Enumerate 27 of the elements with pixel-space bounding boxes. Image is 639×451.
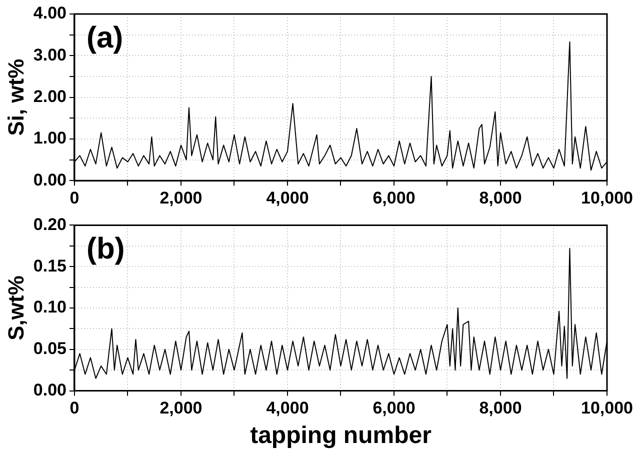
x-tick-label: 10,000 [581,398,633,418]
x-tick-label: 8,000 [479,398,522,418]
y-tick-label: 2.00 [33,86,66,106]
y-tick-label: 0.15 [33,256,66,276]
x-tick-label: 0 [70,188,80,208]
y-tick-label: 3.00 [33,45,66,64]
x-tick-label: 4,000 [266,188,309,208]
y-axis-title: S,wt% [3,276,28,340]
x-tick-label: 6,000 [372,188,416,208]
x-tick-label: 0 [70,398,80,418]
y-tick-label: 4.00 [33,4,66,23]
y-tick-label: 0.05 [33,339,66,358]
x-tick-label: 8,000 [479,188,522,208]
y-axis-title: Si, wt% [3,58,28,136]
x-axis-title: tapping number [250,422,432,450]
annotation: (a) [86,21,124,54]
x-tick-label: 10,000 [581,188,633,208]
x-tick-label: 2,000 [160,188,202,208]
annotation: (b) [86,232,125,266]
y-tick-label: 0.20 [33,214,66,234]
y-tick-label: 0.00 [33,380,66,400]
x-tick-label: 6,000 [372,398,416,418]
y-tick-label: 0.00 [33,170,66,190]
x-tick-label: 2,000 [160,398,202,418]
x-tick-label: 4,000 [266,398,309,418]
y-tick-label: 1.00 [33,128,66,148]
y-tick-label: 0.10 [33,298,66,317]
